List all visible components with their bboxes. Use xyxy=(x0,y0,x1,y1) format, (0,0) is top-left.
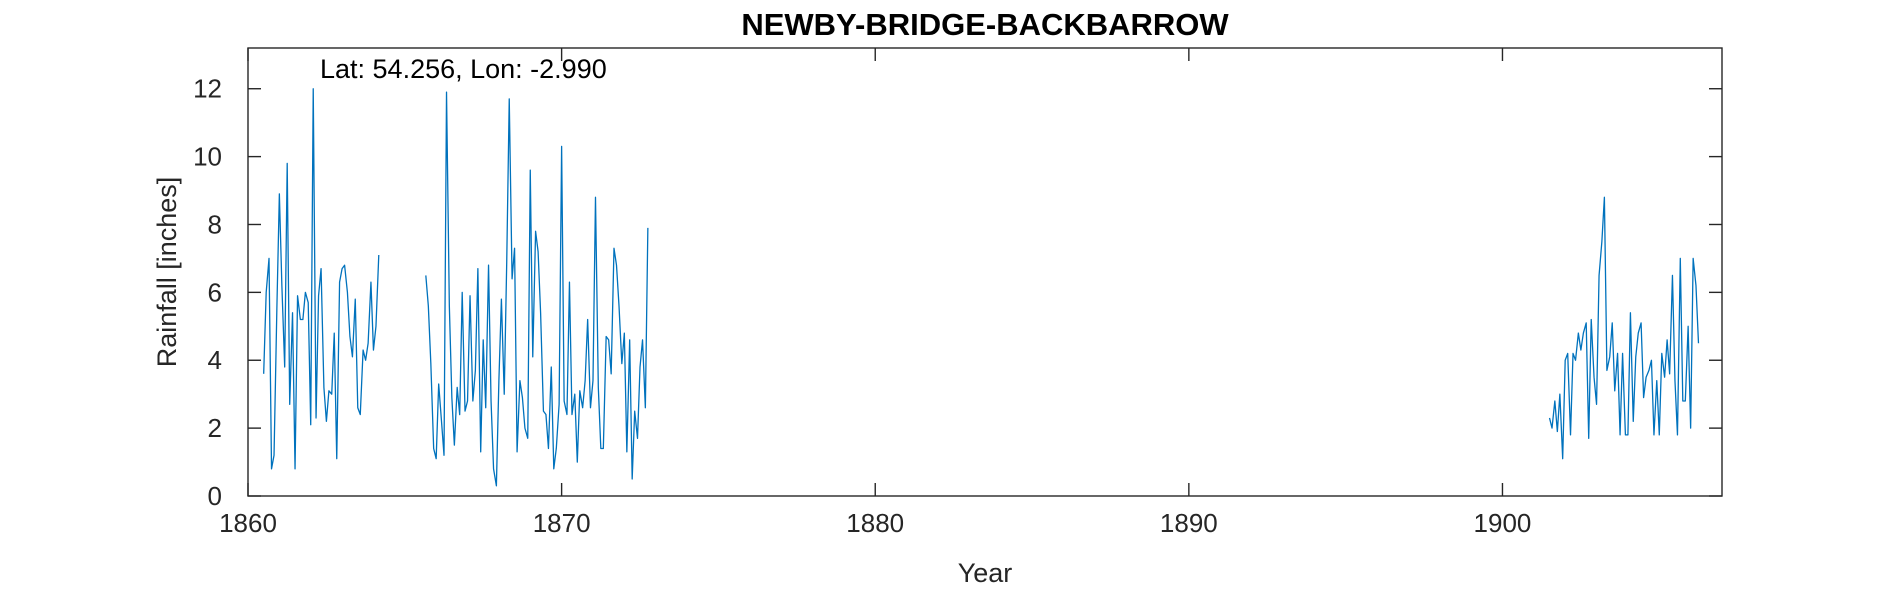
rainfall-series-line-2 xyxy=(425,91,649,487)
y-tick-label: 12 xyxy=(193,74,222,104)
y-axis-label: Rainfall [inches] xyxy=(152,177,182,368)
chart-annotation: Lat: 54.256, Lon: -2.990 xyxy=(320,54,607,84)
y-tick-label: 0 xyxy=(208,481,222,511)
x-tick-label: 1900 xyxy=(1474,508,1532,538)
x-tick-label: 1860 xyxy=(219,508,277,538)
rainfall-series-line-3 xyxy=(1548,196,1700,460)
x-tick-label: 1890 xyxy=(1160,508,1218,538)
y-tick-label: 8 xyxy=(208,209,222,239)
y-tick-label: 6 xyxy=(208,277,222,307)
rainfall-series-line-1 xyxy=(263,88,380,470)
y-tick-label: 2 xyxy=(208,413,222,443)
plot-frame xyxy=(247,47,1723,497)
series-layer xyxy=(263,88,1700,487)
x-tick-label: 1880 xyxy=(846,508,904,538)
axis-ticks: 1860 1870 1880 1890 1900 0 2 4 6 8 10 12 xyxy=(193,48,1722,538)
x-axis-label: Year xyxy=(958,558,1013,588)
y-tick-label: 10 xyxy=(193,142,222,172)
chart-title: NEWBY-BRIDGE-BACKBARROW xyxy=(741,7,1229,42)
x-tick-label: 1870 xyxy=(533,508,591,538)
y-tick-label: 4 xyxy=(208,345,222,375)
